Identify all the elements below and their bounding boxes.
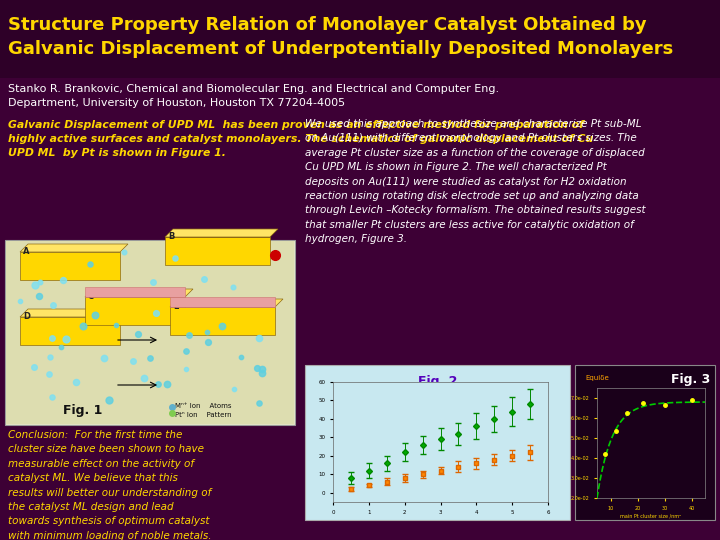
Bar: [575, 365, 715, 520]
Text: Fig. 3: Fig. 3: [671, 373, 710, 386]
Text: A: A: [23, 247, 30, 256]
Bar: [20, 252, 120, 280]
Text: C: C: [88, 292, 94, 301]
Polygon shape: [20, 309, 128, 317]
Text: E: E: [173, 302, 179, 311]
Bar: [170, 307, 275, 335]
Polygon shape: [85, 289, 193, 297]
Text: Fig. 2: Fig. 2: [418, 375, 457, 388]
Bar: [6, 241, 294, 424]
Bar: [170, 297, 275, 307]
Text: Mⁿ⁺ Ion    Atoms
Ptⁿ Ion    Pattern: Mⁿ⁺ Ion Atoms Ptⁿ Ion Pattern: [175, 403, 232, 418]
Text: B: B: [168, 232, 174, 241]
Bar: [0, 0, 720, 78]
Bar: [165, 237, 270, 265]
Text: We used this approach to synthesize and characterize Pt sub-ML
on Au(111) with d: We used this approach to synthesize and …: [305, 119, 646, 244]
Polygon shape: [20, 244, 128, 252]
Polygon shape: [165, 229, 278, 237]
Bar: [85, 287, 185, 297]
Bar: [305, 365, 570, 520]
Text: D: D: [23, 312, 30, 321]
Text: Stanko R. Brankovic, Chemical and Biomolecular Eng. and Electrical and Computer : Stanko R. Brankovic, Chemical and Biomol…: [8, 84, 499, 108]
Bar: [0, 78, 720, 114]
X-axis label: main Pt cluster size /nm²: main Pt cluster size /nm²: [621, 514, 682, 518]
Text: Galvanic Displacement of UPD ML  has been proven as an effective method for prep: Galvanic Displacement of UPD ML has been…: [8, 120, 593, 158]
Text: Fig. 1: Fig. 1: [63, 404, 103, 417]
Bar: [20, 317, 120, 345]
Text: Structure Property Relation of Monolayer Catalyst Obtained by
Galvanic Displacem: Structure Property Relation of Monolayer…: [8, 16, 673, 58]
Text: Equiδe: Equiδe: [585, 375, 608, 381]
Bar: [85, 297, 185, 325]
Text: H$_2$=2H$^+$+ 2e$^-$: H$_2$=2H$^+$+ 2e$^-$: [608, 451, 692, 469]
Text: Conclusion:  For the first time the
cluster size have been shown to have
measura: Conclusion: For the first time the clust…: [8, 430, 212, 540]
Polygon shape: [170, 299, 283, 307]
Bar: [5, 240, 295, 425]
